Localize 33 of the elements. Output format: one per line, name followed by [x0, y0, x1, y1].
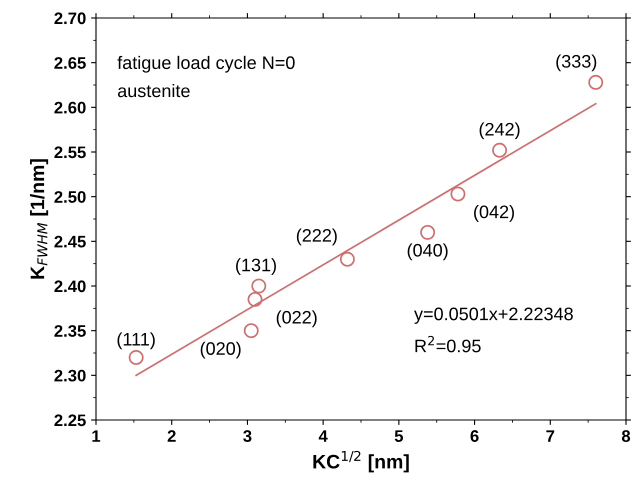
- y-tick-label: 2.25: [54, 414, 86, 426]
- annotation: austenite: [118, 84, 190, 98]
- annotation: (020): [200, 342, 241, 359]
- x-tick-label: 1: [92, 430, 100, 442]
- annotation: (040): [408, 243, 448, 260]
- x-tick-label: 2: [168, 430, 176, 442]
- y-tick-label: 2.60: [54, 102, 86, 114]
- x-tick-label: 3: [243, 430, 252, 442]
- x-tick-label: 8: [622, 430, 630, 442]
- annotation: (042): [474, 205, 514, 222]
- annotation: (131): [236, 258, 276, 275]
- annotation: (242): [480, 122, 520, 140]
- annotation: fatigue load cycle N=0: [117, 56, 295, 73]
- x-tick-label: 6: [470, 430, 479, 442]
- x-tick-label: 5: [394, 430, 404, 442]
- y-tick-label: 2.50: [54, 191, 86, 203]
- x-tick-label: 4: [318, 430, 328, 442]
- y-axis-title: K$_{FWHM}$ [1/nm]: [30, 159, 48, 279]
- annotation: (333): [556, 54, 596, 72]
- x-tick-label: 7: [546, 430, 554, 442]
- y-tick-label: 2.30: [54, 370, 86, 382]
- annotation: (222): [296, 228, 337, 246]
- y-tick-label: 2.45: [54, 236, 86, 248]
- x-axis-title: KC$^{1/2}$ [nm]: [313, 450, 409, 472]
- y-tick-label: 2.35: [54, 325, 86, 337]
- annotation: R$^{2}$=0.95: [415, 336, 481, 352]
- y-tick-label: 2.65: [54, 57, 86, 69]
- y-tick-label: 2.70: [54, 12, 86, 24]
- annotation: (111): [118, 332, 155, 350]
- annotation: (022): [276, 310, 317, 328]
- y-tick-label: 2.40: [54, 280, 86, 292]
- y-tick-label: 2.55: [54, 146, 86, 158]
- annotation: y=0.0501x+2.22348: [414, 308, 573, 324]
